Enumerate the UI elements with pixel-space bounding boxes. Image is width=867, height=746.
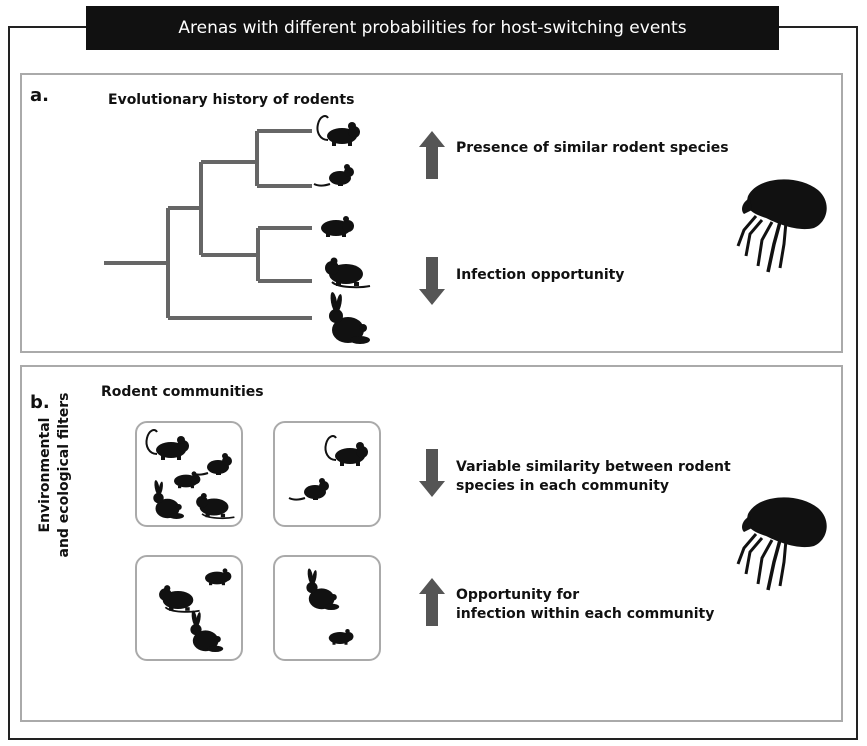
panel-b-label-up-1: Opportunity for: [456, 587, 580, 603]
hamster-icon: [205, 568, 232, 586]
rat-icon: [313, 163, 355, 187]
rat-icon: [288, 477, 330, 501]
mouse-icon: [145, 429, 190, 461]
environmental-filters-line-2: and ecological filters: [56, 392, 72, 558]
rabbit-icon: [190, 610, 224, 652]
environmental-filters-label: Environmental and ecological filters: [36, 375, 74, 575]
hamster-icon: [328, 629, 354, 645]
mouse-icon: [324, 435, 369, 467]
rat-icon: [324, 256, 371, 289]
panel-a-letter: a.: [30, 85, 49, 106]
panel-a-label-up: Presence of similar rodent species: [456, 140, 729, 156]
arrow-up-icon: [419, 131, 445, 179]
panel-a-heading: Evolutionary history of rodents: [108, 92, 355, 108]
panel-a-label-down: Infection opportunity: [456, 267, 625, 283]
arrow-down-icon: [419, 257, 445, 305]
mouse-icon: [316, 115, 361, 147]
figure-title: Arenas with different probabilities for …: [86, 6, 779, 50]
rat-icon: [191, 452, 233, 476]
hamster-icon: [321, 216, 354, 237]
community-box-2: [273, 421, 381, 527]
environmental-filters-line-1: Environmental: [37, 417, 53, 533]
panel-b-label-down-1: Variable similarity between rodent: [456, 459, 731, 475]
rat-icon: [158, 584, 201, 613]
panel-b-label-up-2: infection within each community: [456, 606, 715, 622]
rat-icon: [195, 492, 236, 520]
rabbit-icon: [306, 568, 340, 610]
phylogenetic-tree: [104, 129, 312, 320]
panel-b-heading: Rodent communities: [101, 384, 264, 400]
panel-b-letter: b.: [30, 392, 50, 413]
flea-icon: [736, 177, 829, 274]
panel-a: [20, 73, 843, 353]
flea-icon: [736, 495, 829, 592]
arrow-down-icon: [419, 449, 445, 497]
rabbit-icon: [329, 291, 370, 344]
arrow-up-icon: [419, 578, 445, 626]
panel-b-label-down-2: species in each community: [456, 478, 670, 494]
